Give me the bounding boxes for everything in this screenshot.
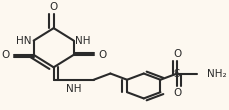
Text: O: O — [173, 88, 181, 98]
Text: HN: HN — [16, 36, 32, 46]
Text: NH₂: NH₂ — [207, 69, 226, 79]
Text: S: S — [174, 69, 180, 79]
Text: O: O — [49, 2, 58, 12]
Text: O: O — [1, 50, 9, 60]
Text: NH: NH — [66, 84, 82, 94]
Text: O: O — [98, 50, 106, 60]
Text: O: O — [173, 49, 181, 59]
Text: NH: NH — [75, 36, 90, 46]
